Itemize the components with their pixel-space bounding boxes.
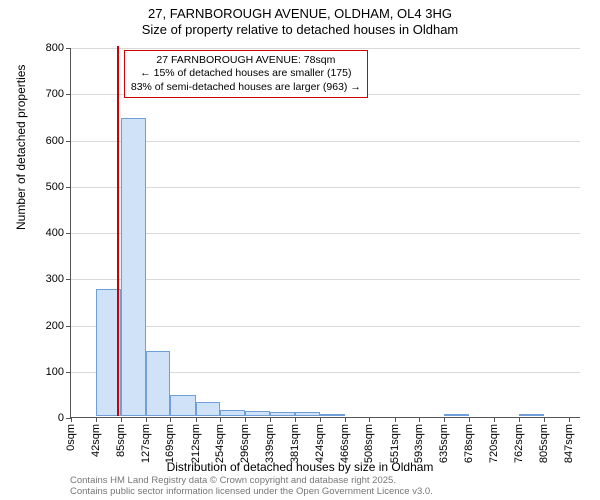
- x-tick-label: 339sqm: [264, 424, 276, 463]
- x-tick-mark: [170, 417, 171, 422]
- y-tick-label: 400: [24, 227, 64, 239]
- plot-region: 01002003004005006007008000sqm42sqm85sqm1…: [70, 48, 580, 418]
- x-tick-label: 212sqm: [190, 424, 202, 463]
- x-tick-label: 805sqm: [538, 424, 550, 463]
- annotation-line1: 27 FARNBOROUGH AVENUE: 78sqm: [131, 54, 361, 67]
- y-tick-label: 200: [24, 320, 64, 332]
- x-tick-label: 593sqm: [413, 424, 425, 463]
- y-tick-mark: [66, 48, 71, 49]
- histogram-bar: [220, 410, 245, 416]
- y-tick-mark: [66, 233, 71, 234]
- x-tick-mark: [494, 417, 495, 422]
- y-gridline: [71, 279, 580, 280]
- y-tick-label: 800: [24, 42, 64, 54]
- x-tick-mark: [469, 417, 470, 422]
- footer-line2: Contains public sector information licen…: [70, 487, 433, 498]
- x-tick-mark: [121, 417, 122, 422]
- y-tick-label: 100: [24, 366, 64, 378]
- x-tick-label: 508sqm: [363, 424, 375, 463]
- x-tick-mark: [270, 417, 271, 422]
- histogram-bar: [444, 414, 469, 416]
- x-tick-label: 847sqm: [563, 424, 575, 463]
- x-tick-mark: [220, 417, 221, 422]
- y-gridline: [71, 48, 580, 49]
- annotation-line3: 83% of semi-detached houses are larger (…: [131, 81, 361, 94]
- x-tick-mark: [71, 417, 72, 422]
- histogram-bar: [170, 395, 195, 416]
- x-tick-label: 466sqm: [339, 424, 351, 463]
- x-tick-label: 551sqm: [389, 424, 401, 463]
- x-tick-label: 381sqm: [289, 424, 301, 463]
- histogram-bar: [270, 412, 295, 416]
- x-tick-mark: [245, 417, 246, 422]
- histogram-bar: [295, 412, 320, 416]
- y-gridline: [71, 141, 580, 142]
- histogram-bar: [519, 414, 544, 416]
- x-tick-mark: [96, 417, 97, 422]
- histogram-bar: [196, 402, 221, 416]
- x-tick-label: 678sqm: [463, 424, 475, 463]
- histogram-bar: [121, 118, 146, 416]
- y-tick-mark: [66, 279, 71, 280]
- property-marker-line: [117, 46, 119, 416]
- y-tick-label: 700: [24, 88, 64, 100]
- x-tick-mark: [345, 417, 346, 422]
- x-tick-mark: [146, 417, 147, 422]
- x-tick-label: 762sqm: [513, 424, 525, 463]
- y-tick-mark: [66, 326, 71, 327]
- annotation-line2: ← 15% of detached houses are smaller (17…: [131, 67, 361, 80]
- histogram-bar: [245, 411, 270, 416]
- chart-title-line2: Size of property relative to detached ho…: [0, 22, 600, 38]
- x-axis-title: Distribution of detached houses by size …: [0, 460, 600, 474]
- y-gridline: [71, 187, 580, 188]
- y-tick-label: 600: [24, 135, 64, 147]
- x-tick-label: 85sqm: [115, 424, 127, 457]
- chart-title-line1: 27, FARNBOROUGH AVENUE, OLDHAM, OL4 3HG: [0, 6, 600, 22]
- y-gridline: [71, 233, 580, 234]
- x-tick-mark: [369, 417, 370, 422]
- x-tick-label: 254sqm: [214, 424, 226, 463]
- annotation-box: 27 FARNBOROUGH AVENUE: 78sqm← 15% of det…: [124, 50, 368, 97]
- x-tick-mark: [395, 417, 396, 422]
- x-tick-mark: [419, 417, 420, 422]
- y-tick-label: 0: [24, 412, 64, 424]
- footer-attribution: Contains HM Land Registry data © Crown c…: [70, 476, 433, 498]
- x-tick-label: 296sqm: [239, 424, 251, 463]
- x-tick-mark: [444, 417, 445, 422]
- y-gridline: [71, 326, 580, 327]
- x-tick-mark: [519, 417, 520, 422]
- histogram-bar: [146, 351, 171, 416]
- x-tick-mark: [295, 417, 296, 422]
- x-tick-label: 635sqm: [438, 424, 450, 463]
- chart-title-block: 27, FARNBOROUGH AVENUE, OLDHAM, OL4 3HG …: [0, 0, 600, 39]
- y-tick-label: 500: [24, 181, 64, 193]
- x-tick-label: 0sqm: [65, 424, 77, 451]
- y-tick-mark: [66, 94, 71, 95]
- y-tick-mark: [66, 141, 71, 142]
- x-tick-mark: [196, 417, 197, 422]
- y-tick-mark: [66, 372, 71, 373]
- x-tick-label: 169sqm: [164, 424, 176, 463]
- x-tick-mark: [569, 417, 570, 422]
- x-tick-mark: [320, 417, 321, 422]
- x-tick-mark: [544, 417, 545, 422]
- y-tick-label: 300: [24, 273, 64, 285]
- histogram-bar: [320, 414, 345, 416]
- x-tick-label: 424sqm: [314, 424, 326, 463]
- x-tick-label: 42sqm: [90, 424, 102, 457]
- x-tick-label: 127sqm: [140, 424, 152, 463]
- x-tick-label: 720sqm: [488, 424, 500, 463]
- chart-area: 01002003004005006007008000sqm42sqm85sqm1…: [70, 48, 580, 418]
- y-tick-mark: [66, 187, 71, 188]
